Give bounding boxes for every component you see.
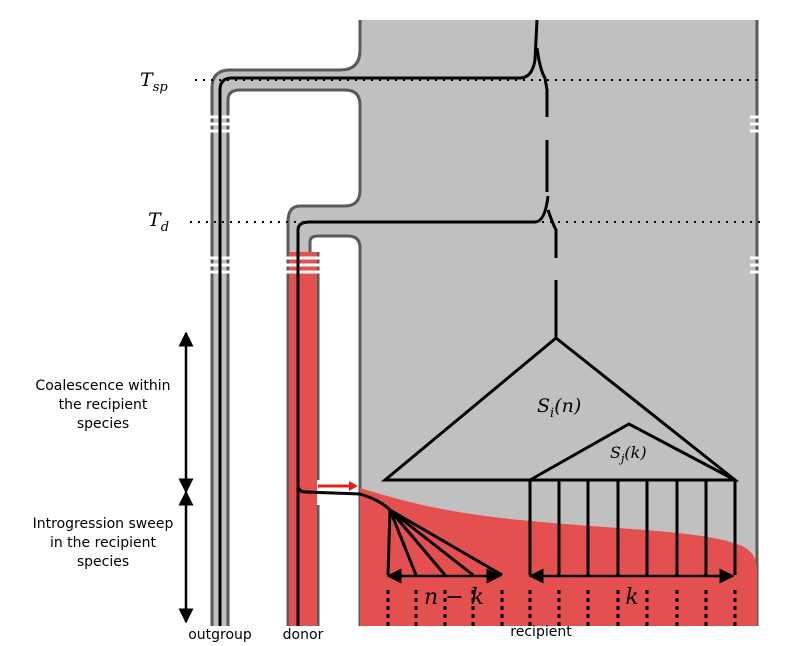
svg-text:Introgression sweep: Introgression sweep: [33, 516, 174, 532]
t-sp-label: Tsp: [140, 69, 168, 95]
s-j-k-label: Sj(k): [610, 443, 647, 465]
k-lineage-tails: [528, 590, 737, 626]
recipient-species-region: [210, 20, 759, 626]
k-label: k: [625, 585, 638, 610]
migration-arrow-head: [349, 481, 358, 491]
subtree-s-j-triangle: [529, 422, 736, 482]
donor-recipient-gap-lower: [323, 505, 357, 626]
svg-text:species: species: [77, 416, 129, 432]
sweep-lineage-tails: [386, 590, 504, 626]
t-d-label: Td: [148, 209, 169, 235]
svg-text:the recipient: the recipient: [59, 397, 148, 413]
outgroup-label: outgroup: [188, 627, 252, 643]
gene-lineages: [218, 19, 558, 626]
coalescence-phase-label: Coalescence within the recipient species: [35, 378, 170, 432]
sweep-lineages: [386, 508, 503, 577]
s-i-n-label: Si(n): [537, 395, 581, 421]
recipient-label: recipient: [510, 624, 572, 640]
svg-text:species: species: [77, 554, 129, 570]
svg-text:Coalescence within: Coalescence within: [35, 378, 170, 394]
n-minus-k-label: n − k: [424, 585, 484, 610]
donor-introgression-region: [289, 252, 317, 626]
svg-text:in the recipient: in the recipient: [50, 535, 157, 551]
donor-recipient-gap-upper: [323, 252, 357, 480]
k-lineages: [528, 480, 737, 575]
introgression-phase-label: Introgression sweep in the recipient spe…: [33, 516, 174, 570]
donor-label: donor: [283, 627, 324, 643]
